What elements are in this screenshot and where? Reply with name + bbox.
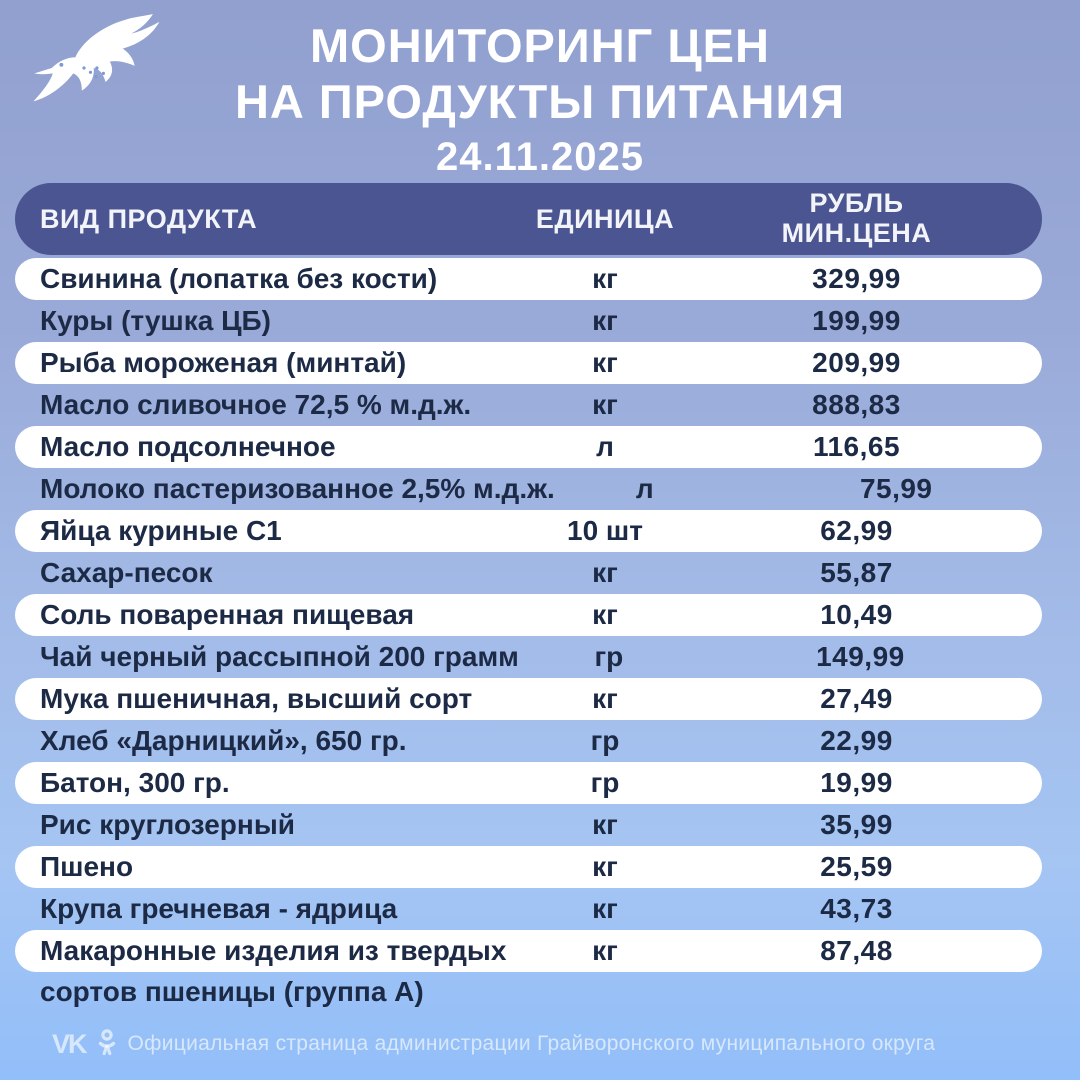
table-header: ВИД ПРОДУКТА ЕДИНИЦА РУБЛЬ МИН.ЦЕНА: [15, 183, 1042, 255]
unit-value: кг: [592, 389, 618, 420]
product-name: Пшено: [40, 851, 134, 882]
price-value: 62,99: [820, 515, 893, 546]
bird-logo: [28, 14, 168, 122]
product-name: Чай черный рассыпной 200 грамм: [40, 641, 519, 672]
table-row: Батон, 300 гр. гр 19,99: [15, 762, 1042, 804]
unit-value: кг: [592, 851, 618, 882]
page-title-line2: НА ПРОДУКТЫ ПИТАНИЯ: [234, 75, 846, 128]
price-value: 43,73: [820, 893, 893, 924]
product-name: Мука пшеничная, высший сорт: [40, 683, 473, 714]
ok-icon: [98, 1029, 115, 1056]
table-row: Молоко пастеризованное 2,5% м.д.ж. л 75,…: [15, 468, 1042, 510]
price-value: 10,49: [820, 599, 893, 630]
price-value: 35,99: [820, 809, 893, 840]
table-row: Куры (тушка ЦБ) кг 199,99: [15, 300, 1042, 342]
table-row: Хлеб «Дарницкий», 650 гр. гр 22,99: [15, 720, 1042, 762]
product-name: Молоко пастеризованное 2,5% м.д.ж.: [40, 473, 555, 504]
table-row: Рыба мороженая (минтай) кг 209,99: [15, 342, 1042, 384]
product-name: Хлеб «Дарницкий», 650 гр.: [40, 725, 407, 756]
table-row: Рис круглозерный кг 35,99: [15, 804, 1042, 846]
page-title-line1: МОНИТОРИНГ ЦЕН: [310, 19, 770, 72]
column-header-product: ВИД ПРОДУКТА: [40, 203, 258, 234]
product-name: Масло подсолнечное: [40, 431, 336, 462]
unit-value: кг: [592, 809, 618, 840]
unit-value: гр: [594, 641, 624, 672]
product-name: Куры (тушка ЦБ): [40, 305, 271, 336]
price-value: 55,87: [820, 557, 893, 588]
product-name: Макаронные изделия из твердых: [40, 935, 507, 966]
table-row: Чай черный рассыпной 200 грамм гр 149,99: [15, 636, 1042, 678]
price-value: 209,99: [812, 347, 901, 378]
unit-value: кг: [592, 305, 618, 336]
product-name: Свинина (лопатка без кости): [40, 263, 438, 294]
product-name: Яйца куриные С1: [40, 515, 282, 546]
table-body: Свинина (лопатка без кости) кг 329,99 Ку…: [15, 258, 1042, 972]
price-value: 199,99: [812, 305, 901, 336]
table-row: Сахар-песок кг 55,87: [15, 552, 1042, 594]
header-block: МОНИТОРИНГ ЦЕН НА ПРОДУКТЫ ПИТАНИЯ 24.11…: [0, 18, 1080, 180]
unit-value: гр: [590, 767, 620, 798]
price-value: 329,99: [812, 263, 901, 294]
product-name: Крупа гречневая - ядрица: [40, 893, 398, 924]
unit-value: гр: [590, 725, 620, 756]
column-header-unit: ЕДИНИЦА: [535, 203, 675, 234]
column-header-price-line2: МИН.ЦЕНА: [781, 218, 932, 248]
product-name: Соль поваренная пищевая: [40, 599, 415, 630]
unit-value: кг: [592, 347, 618, 378]
price-value: 75,99: [859, 473, 933, 504]
column-header-price: РУБЛЬ МИН.ЦЕНА: [695, 189, 1018, 248]
unit-value: кг: [592, 557, 618, 588]
unit-value: кг: [592, 935, 618, 966]
price-value: 888,83: [812, 389, 901, 420]
bird-icon: [33, 14, 160, 102]
price-value: 27,49: [820, 683, 893, 714]
product-name-continuation: сортов пшеницы (группа А): [40, 976, 424, 1007]
price-value: 87,48: [820, 935, 893, 966]
table-row: Пшено кг 25,59: [15, 846, 1042, 888]
footer: VK Официальная страница администрации Гр…: [52, 1024, 935, 1064]
vk-icon: VK: [52, 1028, 87, 1059]
product-name: Масло сливочное 72,5 % м.д.ж.: [40, 389, 472, 420]
date-label: 24.11.2025: [436, 135, 644, 179]
table-row: Масло сливочное 72,5 % м.д.ж. кг 888,83: [15, 384, 1042, 426]
price-value: 22,99: [820, 725, 893, 756]
table-row: Свинина (лопатка без кости) кг 329,99: [15, 258, 1042, 300]
unit-value: л: [635, 473, 654, 504]
price-value: 25,59: [820, 851, 893, 882]
unit-value: кг: [592, 683, 618, 714]
table-row: Мука пшеничная, высший сорт кг 27,49: [15, 678, 1042, 720]
product-name: Рыба мороженая (минтай): [40, 347, 407, 378]
product-name: Сахар-песок: [40, 557, 213, 588]
table-row: Масло подсолнечное л 116,65: [15, 426, 1042, 468]
product-name: Рис круглозерный: [40, 809, 295, 840]
price-value: 116,65: [812, 431, 901, 462]
table-row: Макаронные изделия из твердых кг 87,48: [15, 930, 1042, 972]
unit-value: кг: [592, 599, 618, 630]
unit-value: кг: [592, 893, 618, 924]
column-header-price-line1: РУБЛЬ: [809, 188, 904, 219]
footer-caption: Официальная страница администрации Грайв…: [127, 1032, 936, 1055]
table-row: Соль поваренная пищевая кг 10,49: [15, 594, 1042, 636]
product-name: Батон, 300 гр.: [40, 767, 230, 798]
table-row: Яйца куриные С1 10 шт 62,99: [15, 510, 1042, 552]
table-row: Крупа гречневая - ядрица кг 43,73: [15, 888, 1042, 930]
unit-value: л: [596, 431, 614, 462]
unit-value: кг: [592, 263, 618, 294]
unit-value: 10 шт: [567, 515, 643, 546]
price-value: 19,99: [820, 767, 893, 798]
price-value: 149,99: [816, 641, 905, 672]
